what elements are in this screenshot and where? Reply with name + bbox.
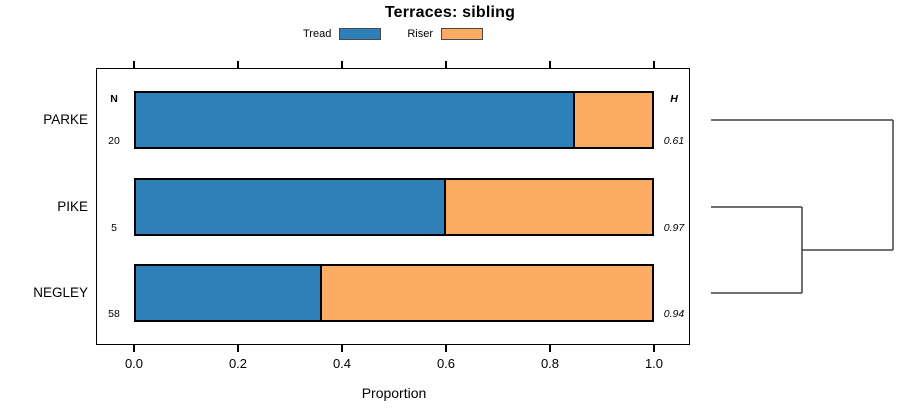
n-value: 20 [108,135,120,147]
axis-tick-top [237,61,239,68]
chart-title: Terraces: sibling [384,4,516,21]
axis-tick-top [549,61,551,68]
riser-segment [574,93,652,147]
axis-tick-label: 0.4 [332,356,352,371]
legend-label-riser: Riser [407,28,433,40]
axis-tick-bottom [653,345,655,352]
h-value: 0.94 [663,308,685,320]
n-column-header: N [110,93,118,105]
axis-tick-bottom [445,345,447,352]
category-label: PIKE [57,199,88,214]
axis-tick-bottom [237,345,239,352]
stacked-bar [134,264,654,322]
legend-item-riser: Riser [407,28,483,40]
axis-tick-bottom [549,345,551,352]
axis-tick-label: 0.0 [124,356,144,371]
category-label: PARKE [43,112,88,127]
riser-segment [445,180,652,234]
tread-segment [136,266,322,320]
category-label: NEGLEY [33,285,88,300]
axis-tick-bottom [133,345,135,352]
stacked-bar [134,91,654,149]
n-value: 5 [111,222,117,234]
n-value: 58 [108,308,120,320]
dendrogram-lines [711,119,894,294]
tread-color-swatch [339,28,382,40]
axis-tick-label: 0.2 [228,356,248,371]
h-column-header: H [670,93,678,105]
tread-segment [136,180,446,234]
riser-color-swatch [441,28,483,40]
axis-tick-top [341,61,343,68]
axis-tick-bottom [341,345,343,352]
axis-tick-label: 0.8 [540,356,560,371]
axis-tick-top [653,61,655,68]
axis-tick-label: 1.0 [644,356,664,371]
h-value: 0.97 [663,222,685,234]
tread-segment [136,93,575,147]
axis-tick-label: 0.6 [436,356,456,371]
legend-item-tread: Tread [303,28,382,40]
riser-segment [321,266,652,320]
axis-tick-top [445,61,447,68]
stacked-bar [134,178,654,236]
legend: Tread Riser [96,26,690,42]
legend-label-tread: Tread [303,28,332,40]
x-axis-title: Proportion [361,385,427,401]
h-value: 0.61 [663,135,685,147]
dendrogram [711,119,894,294]
axis-tick-top [133,61,135,68]
